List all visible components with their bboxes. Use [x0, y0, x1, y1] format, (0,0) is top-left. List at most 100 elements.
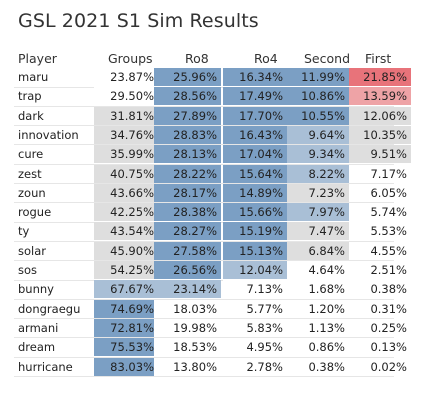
cell-first: 0.13% [349, 338, 411, 357]
cell-second: 0.86% [287, 338, 349, 357]
cell-first: 0.25% [349, 318, 411, 337]
player-name: hurricane [18, 359, 73, 374]
table-row: dream 75.53% 18.53% 4.95% 0.86% 0.13% [14, 338, 411, 357]
table-row: rogue 42.25% 28.38% 15.66% 7.97% 5.74% [14, 203, 411, 222]
cell-ro8: 28.38% [154, 203, 221, 222]
player-name: zoun [18, 185, 46, 200]
table-row: cure 35.99% 28.13% 17.04% 9.34% 9.51% [14, 145, 411, 164]
row-divider [14, 260, 394, 262]
table-row: dark 31.81% 27.89% 17.70% 10.55% 12.06% [14, 106, 411, 125]
header-ro4: Ro4 [254, 51, 278, 66]
table-row: solar 45.90% 27.58% 15.13% 6.84% 4.55% [14, 241, 411, 260]
cell-first: 0.38% [349, 280, 411, 299]
cell-groups: 67.67% [94, 280, 158, 299]
player-name: trap [18, 89, 42, 104]
cell-second: 7.97% [287, 203, 349, 222]
cell-ro4: 12.04% [223, 261, 287, 279]
cell-second: 11.99% [287, 68, 349, 86]
player-name: ty [18, 224, 30, 239]
cell-ro4: 15.19% [223, 222, 287, 241]
cell-ro8: 18.03% [154, 299, 221, 318]
player-name: zest [18, 166, 42, 181]
cell-ro4: 15.64% [223, 164, 287, 183]
cell-groups: 31.81% [94, 106, 158, 125]
cell-second: 7.47% [287, 222, 349, 241]
cell-ro8: 27.58% [154, 241, 221, 260]
cell-ro8: 26.56% [154, 261, 221, 279]
cell-groups: 34.76% [94, 125, 158, 144]
cell-groups: 42.25% [94, 203, 158, 222]
cell-second: 9.34% [287, 145, 349, 164]
row-divider [14, 125, 394, 127]
cell-first: 2.51% [349, 261, 411, 279]
row-divider [14, 337, 394, 339]
table-row: zest 40.75% 28.22% 15.64% 8.22% 7.17% [14, 164, 411, 183]
cell-ro8: 18.53% [154, 338, 221, 357]
cell-groups: 43.54% [94, 222, 158, 241]
row-divider [14, 279, 394, 281]
cell-second: 6.84% [287, 241, 349, 260]
cell-ro4: 15.66% [223, 203, 287, 222]
cell-groups: 45.90% [94, 241, 158, 260]
player-name: rogue [18, 205, 52, 220]
player-name: solar [18, 243, 46, 258]
cell-second: 9.64% [287, 125, 349, 144]
cell-ro8: 19.98% [154, 318, 221, 337]
cell-first: 13.59% [349, 87, 411, 106]
table-row: innovation 34.76% 28.83% 16.43% 9.64% 10.35% [14, 125, 411, 144]
row-divider [14, 376, 394, 377]
cell-second: 0.38% [287, 357, 349, 376]
table-row: ty 43.54% 28.27% 15.19% 7.47% 5.53% [14, 222, 411, 241]
cell-first: 12.06% [349, 106, 411, 125]
cell-ro4: 5.83% [223, 318, 287, 337]
cell-second: 10.86% [287, 87, 349, 106]
table-row: hurricane 83.03% 13.80% 2.78% 0.38% 0.02% [14, 357, 411, 376]
chart-title: GSL 2021 S1 Sim Results [18, 10, 259, 32]
header-player: Player [18, 51, 57, 66]
cell-first: 9.51% [349, 145, 411, 164]
row-divider [14, 356, 394, 358]
cell-second: 1.13% [287, 318, 349, 337]
cell-ro4: 14.89% [223, 183, 287, 202]
cell-second: 4.64% [287, 261, 349, 279]
player-name: innovation [18, 127, 79, 142]
row-divider [14, 298, 394, 300]
player-name: bunny [18, 282, 54, 297]
cell-second: 7.23% [287, 183, 349, 202]
cell-ro8: 28.13% [154, 145, 221, 164]
cell-ro8: 25.96% [154, 68, 221, 86]
cell-ro8: 28.83% [154, 125, 221, 144]
table-row: dongraegu 74.69% 18.03% 5.77% 1.20% 0.31% [14, 299, 411, 318]
cell-groups: 35.99% [94, 145, 158, 164]
cell-groups: 72.81% [94, 318, 158, 337]
cell-ro4: 15.13% [223, 241, 287, 260]
cell-groups: 23.87% [94, 68, 158, 86]
cell-ro8: 28.22% [154, 164, 221, 183]
cell-first: 6.05% [349, 183, 411, 202]
cell-ro8: 28.56% [154, 87, 221, 106]
cell-second: 10.55% [287, 106, 349, 125]
cell-first: 5.53% [349, 222, 411, 241]
cell-groups: 74.69% [94, 299, 158, 318]
cell-ro4: 17.04% [223, 145, 287, 164]
row-divider [14, 202, 394, 204]
cell-first: 0.02% [349, 357, 411, 376]
cell-ro8: 28.27% [154, 222, 221, 241]
cell-second: 1.20% [287, 299, 349, 318]
cell-first: 4.55% [349, 241, 411, 260]
table-row: trap 29.50% 28.56% 17.49% 10.86% 13.59% [14, 87, 411, 106]
table-row: bunny 67.67% 23.14% 7.13% 1.68% 0.38% [14, 280, 411, 299]
row-divider [14, 240, 394, 242]
cell-second: 1.68% [287, 280, 349, 299]
cell-first: 10.35% [349, 125, 411, 144]
player-name: maru [18, 70, 49, 84]
cell-first: 21.85% [349, 68, 411, 86]
table-row: maru 23.87% 25.96% 16.34% 11.99% 21.85% [14, 68, 411, 86]
cell-ro4: 5.77% [223, 299, 287, 318]
row-divider [14, 318, 394, 320]
table-row: zoun 43.66% 28.17% 14.89% 7.23% 6.05% [14, 183, 411, 202]
cell-ro4: 2.78% [223, 357, 287, 376]
table-row: armani 72.81% 19.98% 5.83% 1.13% 0.25% [14, 318, 411, 337]
cell-groups: 75.53% [94, 338, 158, 357]
player-name: dream [18, 340, 56, 355]
